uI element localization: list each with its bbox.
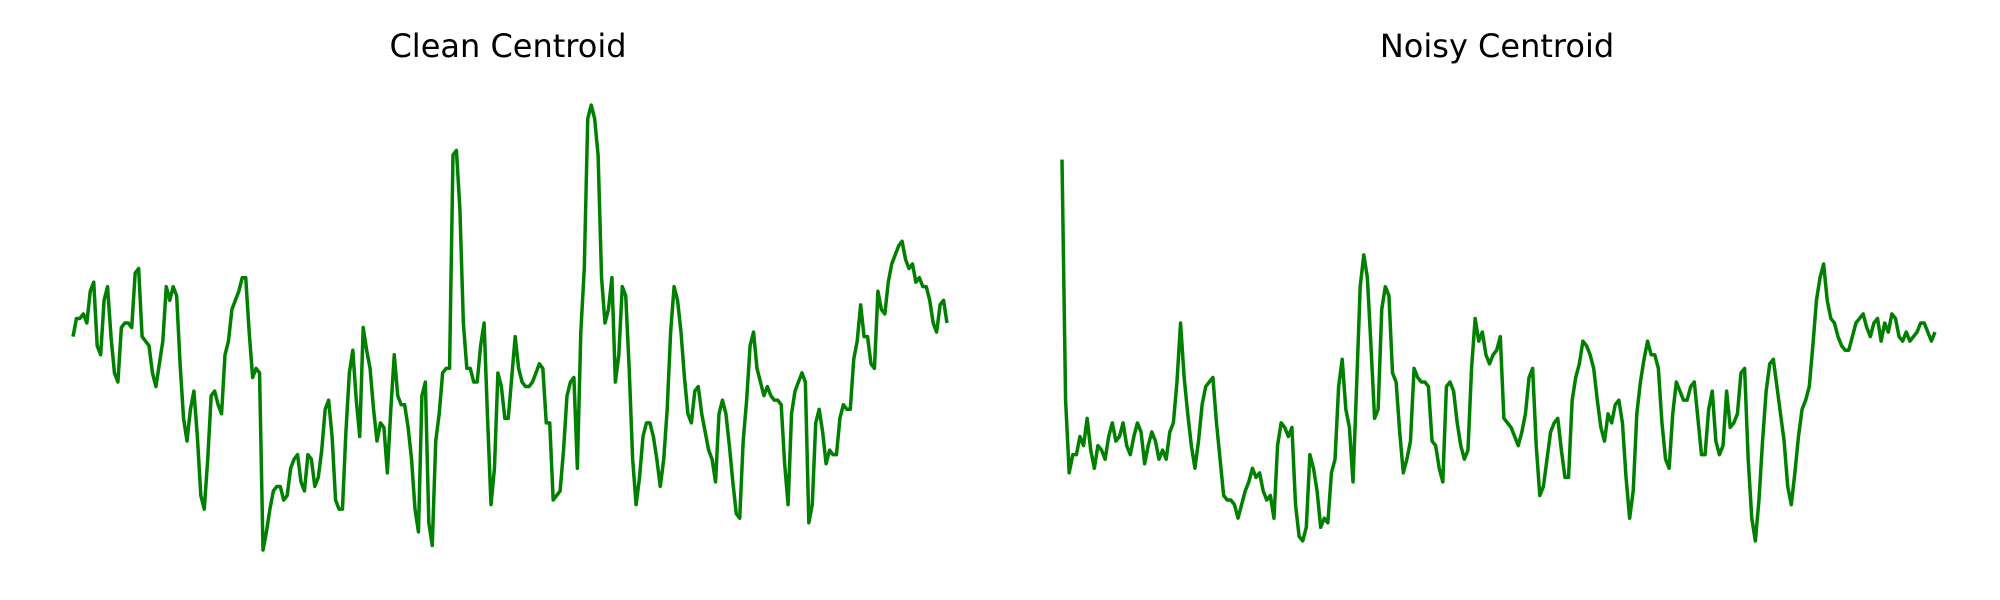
series-line-noisy	[1060, 159, 1937, 543]
chart-clean-centroid: Clean Centroid	[71, 27, 949, 552]
chart-title-noisy: Noisy Centroid	[1380, 27, 1614, 65]
chart-title-clean: Clean Centroid	[389, 27, 626, 65]
chart-noisy-centroid: Noisy Centroid	[1060, 27, 1937, 543]
series-line-clean	[71, 103, 949, 552]
